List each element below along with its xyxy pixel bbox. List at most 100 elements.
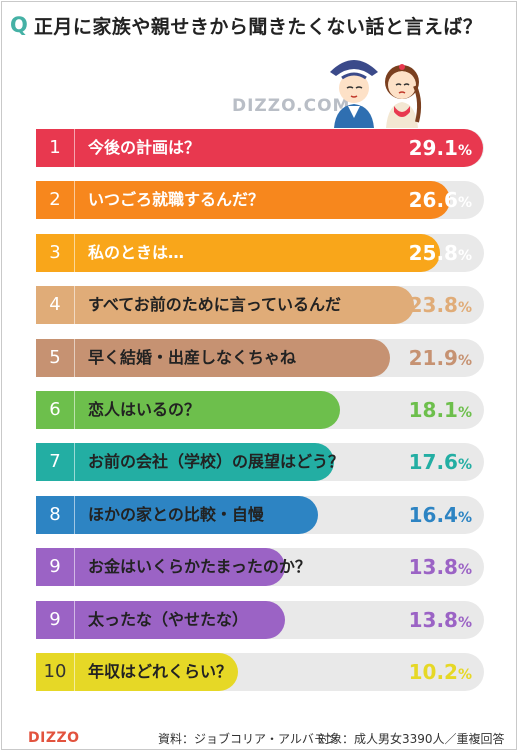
footer-target: 対象：成人男女3390人／重複回答: [318, 732, 505, 746]
bar: [36, 443, 334, 482]
bar-value-unit: %: [457, 562, 472, 579]
bar-value-unit: %: [457, 509, 472, 526]
bar-label: 私のときは…: [88, 242, 185, 262]
bar-row: 3 私のときは… 25.8%: [36, 233, 484, 272]
bar-value-number: 13.8: [408, 555, 458, 580]
bar-value-unit: %: [457, 457, 472, 474]
bar-value-label: 10.2%: [409, 653, 472, 691]
bar-value-unit: %: [457, 614, 472, 631]
bar-value-number: 26.6: [408, 188, 458, 213]
bar-value-label: 13.8%: [409, 548, 472, 586]
bar-rank: 6: [49, 399, 61, 420]
bar-label: 早く結婚・出産しなくちゃね: [88, 347, 297, 367]
bar-rank-divider: [74, 338, 75, 377]
bar-value-number: 25.8: [408, 240, 458, 265]
bar-rank-divider: [74, 548, 75, 587]
bar-rank: 2: [49, 189, 61, 211]
bar-label: 今後の計画は？: [88, 138, 201, 157]
bar-label: 恋人はいるの？: [88, 400, 201, 419]
bar-label: お前の会社（学校）の展望はどう？: [88, 452, 345, 472]
bar-row: 8 ほかの家との比較・自慢 16.4%: [36, 495, 484, 534]
bar-row: 7 お前の会社（学校）の展望はどう？ 17.6%: [36, 443, 484, 482]
bar-row: 5 早く結婚・出産しなくちゃね 21.9%: [36, 338, 484, 377]
bar-label: 太ったな（やせたな）: [88, 609, 249, 629]
bar-value-label: 29.1%: [409, 129, 472, 167]
footer-source: 資料：ジョブコリア・アルバモン: [158, 732, 338, 746]
mascot-illustration: [330, 60, 422, 128]
bar-rank: 8: [49, 503, 61, 525]
bar-rank-divider: [74, 600, 75, 639]
bar-rank-divider: [74, 443, 75, 482]
footer-logo: DIZZO: [28, 730, 80, 746]
bar-rank-divider: [74, 286, 75, 325]
bar-value-number: 13.8: [408, 607, 458, 632]
bar-value-label: 26.6%: [409, 181, 472, 219]
bar-value-unit: %: [457, 247, 472, 264]
q-mark: Q: [10, 13, 28, 37]
girl-character-icon: [385, 64, 422, 128]
bar-value-unit: %: [457, 143, 472, 159]
bar-rank: 9: [49, 556, 61, 578]
bar-label: ほかの家との比較・自慢: [88, 504, 264, 524]
bar-value-label: 21.9%: [409, 339, 472, 377]
bar-row: 1 今後の計画は？ 29.1%: [36, 129, 484, 167]
bar-row: 2 いつごろ就職するんだ？ 26.6%: [36, 181, 484, 220]
bar: [36, 495, 319, 534]
bar-value-unit: %: [457, 667, 472, 683]
bar: [36, 653, 239, 691]
bar-value-number: 29.1: [408, 136, 458, 160]
chart-header: Q 正月に家族や親せきから聞きたくない話と言えば？: [10, 10, 510, 40]
bar: [36, 548, 285, 587]
bar-value-unit: %: [457, 352, 472, 369]
bar-value-number: 16.4: [408, 502, 458, 527]
bar-value-label: 23.8%: [409, 286, 472, 324]
bar-value-number: 21.9: [408, 345, 458, 370]
bar-rank-divider: [74, 391, 75, 429]
bar-row: 9 太ったな（やせたな） 13.8%: [36, 600, 484, 639]
bar-value-label: 17.6%: [409, 443, 472, 481]
bar-label: お金はいくらかたまったのか？: [88, 557, 311, 577]
bar-value-label: 25.8%: [409, 234, 472, 272]
bar-value-number: 18.1: [408, 398, 458, 422]
bar-row: 10 年収はどれくらい？ 10.2%: [36, 653, 484, 691]
bar: [36, 129, 483, 167]
bar-row: 4 すべてお前のために言っているんだ 23.8%: [36, 286, 484, 325]
bar-value-label: 13.8%: [409, 601, 472, 639]
bar-rank: 5: [49, 346, 61, 368]
bar-rank: 10: [43, 661, 67, 682]
bar-label: すべてお前のために言っているんだ: [88, 295, 341, 315]
bar-rank-divider: [74, 181, 75, 220]
bar-rank-divider: [74, 129, 75, 167]
bar-row: 9 お金はいくらかたまったのか？ 13.8%: [36, 548, 484, 587]
bar-value-number: 17.6: [408, 450, 458, 475]
bar-rank: 1: [49, 137, 61, 158]
bar-value-unit: %: [457, 300, 472, 317]
bar-value-number: 23.8: [408, 293, 458, 318]
bar: [36, 391, 341, 429]
brand-watermark: DIZZO.COM: [232, 96, 351, 116]
bar-rank: 3: [49, 241, 61, 263]
bar: [36, 286, 415, 325]
boy-character-icon: [330, 60, 378, 128]
bar: [36, 338, 390, 377]
bar-rank: 7: [49, 451, 61, 473]
bar: [36, 233, 441, 272]
bar-label: 年収はどれくらい？: [88, 662, 233, 681]
chart-title: 正月に家族や親せきから聞きたくない話と言えば？: [33, 15, 483, 38]
bar-value-label: 16.4%: [409, 496, 472, 534]
bar-rank: 9: [49, 608, 61, 630]
bar-rank-divider: [74, 495, 75, 534]
bar-value-unit: %: [457, 405, 472, 421]
bar-rank: 4: [49, 294, 61, 316]
bar: [36, 600, 285, 639]
bar-value-unit: %: [457, 195, 472, 212]
bar-label: いつごろ就職するんだ？: [88, 190, 265, 210]
bar-rank-divider: [74, 653, 75, 691]
bar-value-label: 18.1%: [409, 391, 472, 429]
bar-row: 6 恋人はいるの？ 18.1%: [36, 391, 484, 429]
bar-rank-divider: [74, 233, 75, 272]
bar-value-number: 10.2: [408, 660, 458, 684]
bar: [36, 181, 451, 220]
